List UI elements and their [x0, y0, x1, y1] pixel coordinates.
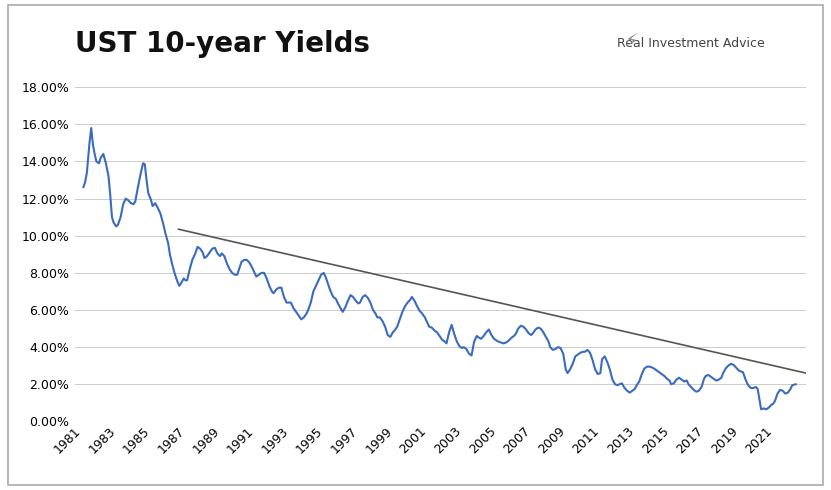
- Text: Real Investment Advice: Real Investment Advice: [617, 37, 765, 50]
- Text: ⚡: ⚡: [625, 32, 638, 51]
- Text: UST 10-year Yields: UST 10-year Yields: [75, 30, 370, 58]
